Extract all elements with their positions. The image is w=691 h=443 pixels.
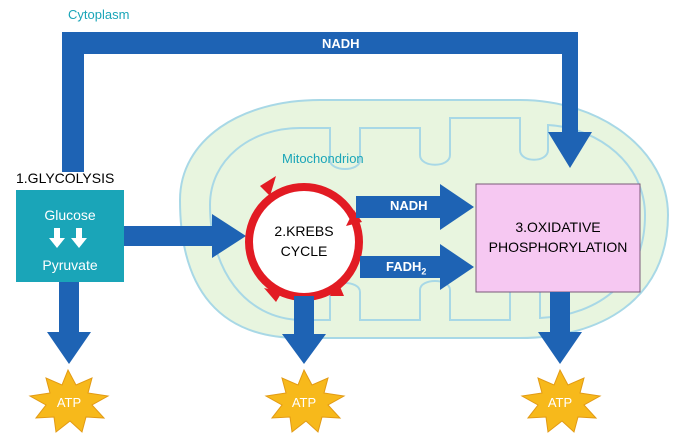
glycolysis-atp-arrowhead [47,332,91,364]
atp-left-label: ATP [56,395,82,410]
krebs-label-line2: CYCLE [280,243,328,259]
mitochondrion-label: Mitochondrion [282,151,364,166]
krebs-atp-arrowhead [282,334,326,364]
glucose-to-pyruvate-arrows [49,228,87,248]
oxphos-label-line2: PHOSPHORYLATION [488,239,628,255]
nadh-mid-label: NADH [390,198,428,213]
fadh2-subscript: 2 [421,266,427,277]
krebs-cycle-arrowheads [260,176,362,302]
krebs-cycle-circle [245,183,363,301]
pyruvate-to-krebs-arrow [124,226,214,246]
fadh2-main: FADH [386,259,422,274]
atp-burst-center [264,368,346,433]
krebs-fadh2-arrowhead [440,244,474,290]
fadh2-label: FADH2 [386,260,426,277]
krebs-nadh-arrowhead [440,184,474,230]
krebs-atp-arrow [294,296,314,336]
nadh-bypass-arrow [62,32,578,172]
atp-burst-right [520,368,602,433]
nadh-bypass-arrowhead [548,132,592,168]
atp-burst-left [28,368,110,433]
glycolysis-atp-arrow [59,282,79,334]
krebs-fadh2-arrow [360,256,442,278]
cytoplasm-label: Cytoplasm [68,7,130,22]
oxphos-box [475,183,641,293]
glucose-label: Glucose [44,207,96,223]
atp-center-label: ATP [291,395,317,410]
oxphos-atp-arrow [550,292,570,334]
pyruvate-label: Pyruvate [42,257,98,273]
glycolysis-title: 1.GLYCOLYSIS [16,170,115,186]
oxphos-label-line1: 3.OXIDATIVE [515,219,601,235]
nadh-top-label: NADH [322,36,360,51]
mitochondrion-inner-membrane [208,117,647,321]
krebs-nadh-arrow [356,196,442,218]
glycolysis-box [16,190,124,282]
atp-right-label: ATP [547,395,573,410]
pyruvate-to-krebs-arrowhead [212,214,246,258]
oxphos-atp-arrowhead [538,332,582,364]
krebs-label-line1: 2.KREBS [274,223,334,239]
